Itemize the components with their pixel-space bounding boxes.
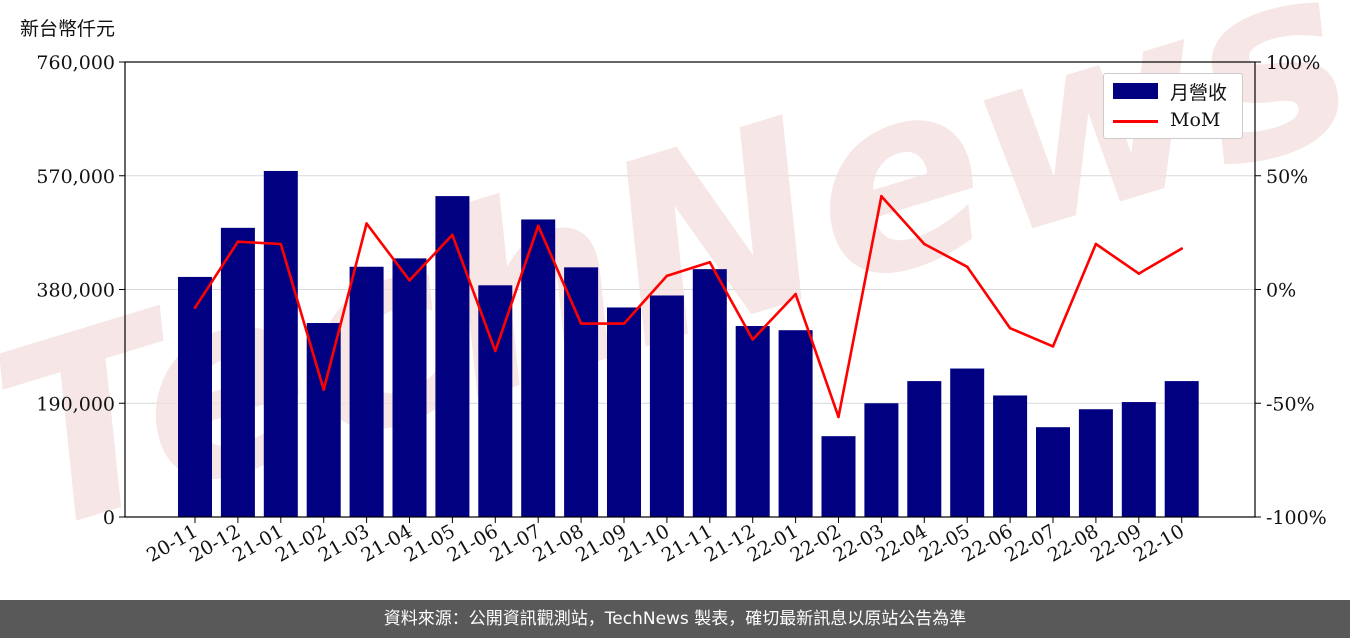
left-y-axis: 0 190,000 380,000 570,000 760,000: [36, 52, 125, 529]
mom-point: [322, 388, 326, 391]
revenue-bar: [993, 395, 1028, 517]
mom-point: [837, 415, 840, 419]
mom-point: [536, 224, 540, 228]
revenue-bar: [950, 368, 985, 517]
mom-point: [665, 274, 669, 278]
mom-point: [1051, 345, 1055, 348]
right-tick-label: 50%: [1266, 166, 1308, 188]
revenue-bar: [1036, 427, 1070, 517]
revenue-bar: [564, 267, 599, 517]
right-y-axis: -100% -50% 0% 50% 100%: [1255, 52, 1327, 529]
right-tick-label: -100%: [1266, 507, 1327, 529]
legend: 月營收 MoM: [1103, 73, 1243, 139]
mom-point: [279, 242, 283, 246]
revenue-bar: [435, 196, 470, 517]
mom-point: [880, 194, 883, 198]
right-tick-label: 0%: [1266, 280, 1296, 302]
revenue-bar: [220, 227, 255, 518]
revenue-bar: [735, 326, 770, 517]
y-axis-unit-label: 新台幣仟元: [20, 18, 116, 40]
revenue-bar: [649, 295, 684, 517]
revenue-bar: [864, 403, 899, 517]
left-tick-label: 0: [103, 507, 115, 529]
revenue-bar: [1164, 381, 1199, 517]
mom-point: [794, 292, 797, 296]
legend-line-label: MoM: [1170, 109, 1221, 131]
mom-point: [1008, 326, 1012, 330]
revenue-bar: [607, 307, 641, 517]
revenue-bar: [521, 219, 556, 517]
revenue-chart: TechNews 20-1120-1221-0121-0221-0321-042…: [0, 0, 1350, 590]
mom-point: [579, 322, 583, 325]
mom-series-line: [193, 194, 1183, 419]
revenue-bar: [178, 276, 212, 517]
revenue-bar: [263, 170, 298, 518]
x-tick-label: 22-10: [1130, 520, 1188, 566]
left-tick-label: 760,000: [36, 52, 115, 74]
legend-line-swatch: [1113, 120, 1158, 123]
revenue-bar: [907, 381, 942, 517]
mom-point: [751, 338, 754, 341]
mom-point: [451, 233, 454, 237]
footer-source-note: 資料來源：公開資訊觀測站，TechNews 製表，確切最新訊息以原站公告為準: [0, 600, 1350, 638]
revenue-bar: [349, 266, 384, 517]
mom-line: [193, 194, 1183, 419]
mom-point: [236, 240, 240, 244]
revenue-bar: [1121, 402, 1156, 517]
left-tick-label: 380,000: [36, 280, 115, 302]
mom-point: [408, 279, 411, 282]
revenue-bar: [392, 258, 427, 517]
mom-point: [1094, 242, 1098, 246]
revenue-bars: [178, 170, 1199, 518]
right-tick-label: -50%: [1266, 393, 1315, 415]
revenue-bar: [821, 436, 856, 517]
legend-bar-swatch: [1113, 83, 1158, 99]
x-axis: 20-1120-1221-0121-0221-0321-0421-0521-06…: [143, 517, 1188, 567]
mom-point: [1180, 247, 1183, 250]
left-tick-label: 570,000: [36, 166, 115, 188]
right-tick-label: 100%: [1266, 52, 1320, 74]
revenue-bar: [1078, 409, 1113, 517]
mom-point: [923, 242, 926, 246]
revenue-bar: [692, 269, 727, 517]
mom-point: [1137, 272, 1141, 275]
mom-point: [193, 306, 197, 310]
mom-point: [708, 260, 712, 264]
mom-point: [365, 222, 368, 225]
mom-point: [965, 265, 969, 269]
legend-bar-label: 月營收: [1170, 82, 1228, 104]
mom-point: [622, 322, 626, 325]
revenue-bar: [778, 330, 813, 517]
left-tick-label: 190,000: [36, 393, 115, 415]
mom-point: [494, 349, 497, 353]
